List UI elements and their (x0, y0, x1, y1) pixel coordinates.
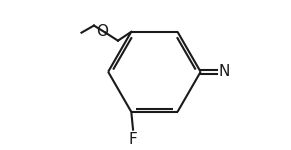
Text: F: F (129, 132, 137, 147)
Text: O: O (96, 24, 108, 39)
Text: N: N (218, 64, 229, 79)
